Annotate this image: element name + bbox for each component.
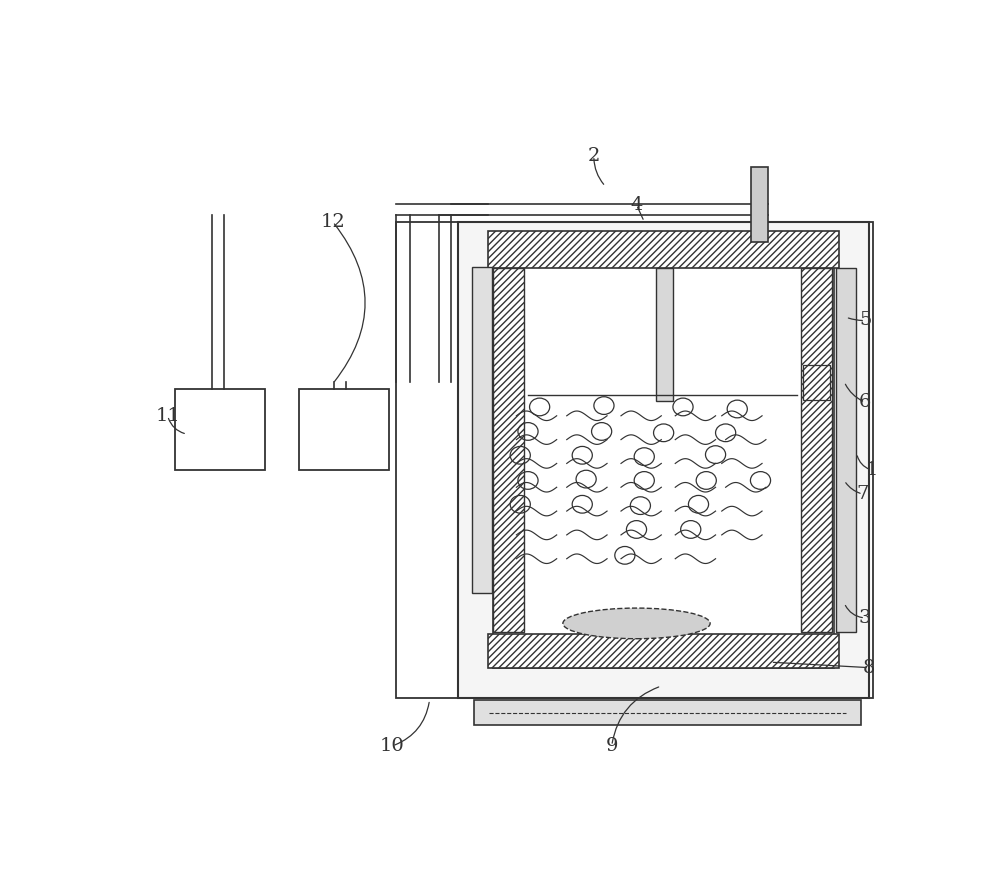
Text: 7: 7 <box>857 485 869 503</box>
Bar <box>751 167 768 242</box>
Bar <box>801 268 832 631</box>
Bar <box>175 389 264 470</box>
Bar <box>474 699 861 726</box>
Bar <box>656 268 673 401</box>
Bar <box>472 267 492 593</box>
Text: 2: 2 <box>588 147 600 164</box>
Text: 1: 1 <box>866 461 878 479</box>
Text: 4: 4 <box>630 195 643 214</box>
Bar <box>493 268 524 631</box>
Text: 10: 10 <box>380 737 405 755</box>
Text: 3: 3 <box>859 609 871 627</box>
Text: 9: 9 <box>605 737 618 755</box>
Bar <box>458 222 869 698</box>
Bar <box>488 231 839 268</box>
Bar <box>488 634 839 667</box>
Text: 5: 5 <box>859 311 871 330</box>
Text: 12: 12 <box>320 213 345 231</box>
Bar <box>493 246 834 667</box>
Ellipse shape <box>563 608 710 639</box>
Text: 8: 8 <box>863 659 875 676</box>
Bar <box>396 222 873 698</box>
Text: 6: 6 <box>859 393 871 411</box>
Text: 11: 11 <box>155 407 180 425</box>
Bar <box>803 365 830 400</box>
Bar <box>836 268 856 631</box>
Bar <box>299 389 388 470</box>
